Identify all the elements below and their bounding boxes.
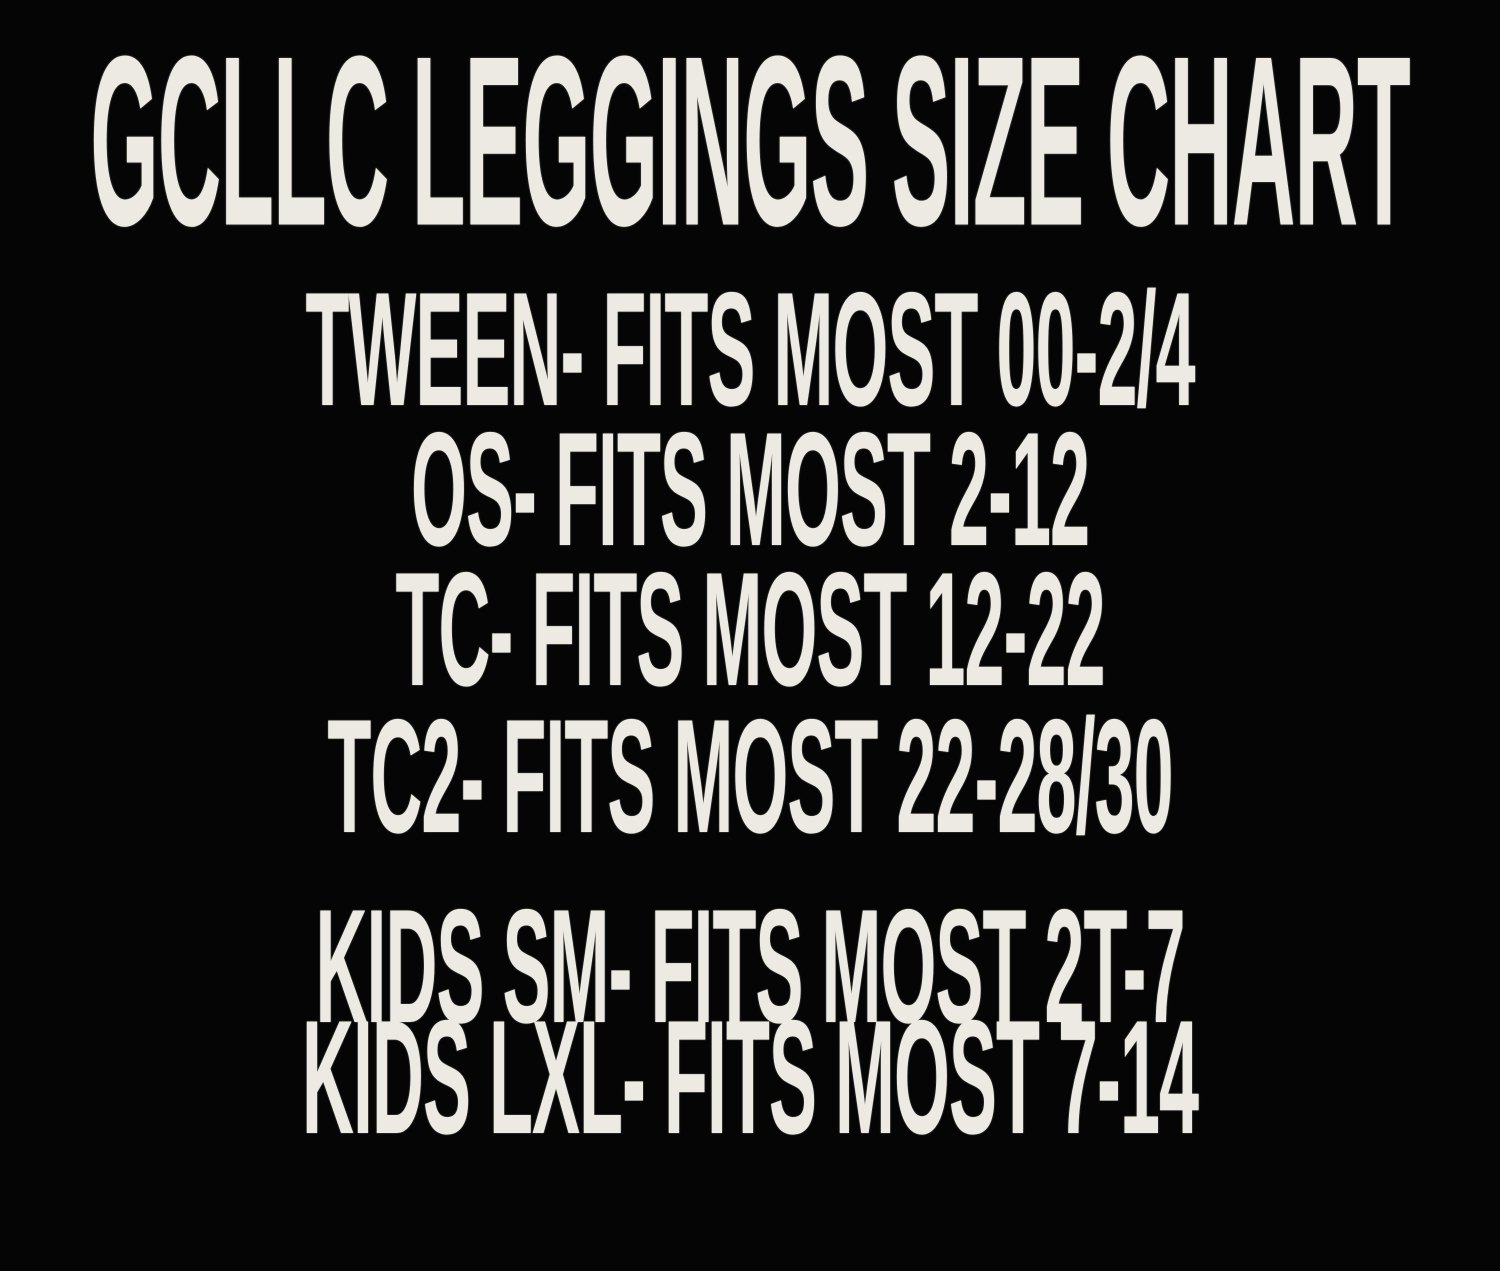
size-row-tc2: TC2- FITS MOST 22-28/30 bbox=[0, 697, 1500, 859]
size-row-kids-lxl: KIDS LXL- FITS MOST 7-14 bbox=[0, 998, 1500, 1160]
poster-title-row: GCLLC LEGGINGS SIZE CHART bbox=[0, 20, 1500, 262]
size-row-kids-sm: KIDS SM- FITS MOST 2T-7 bbox=[0, 887, 1500, 1049]
size-row-text: OS- FITS MOST 2-12 bbox=[410, 401, 1090, 581]
page-title: GCLLC LEGGINGS SIZE CHART bbox=[90, 4, 1410, 277]
size-row-text: TC- FITS MOST 12-22 bbox=[395, 541, 1105, 721]
size-row-tc: TC- FITS MOST 12-22 bbox=[0, 550, 1500, 712]
size-row-text: KIDS LXL- FITS MOST 7-14 bbox=[301, 989, 1199, 1169]
size-row-text: TC2- FITS MOST 22-28/30 bbox=[327, 688, 1173, 868]
size-row-os: OS- FITS MOST 2-12 bbox=[0, 410, 1500, 572]
size-row-text: KIDS SM- FITS MOST 2T-7 bbox=[315, 878, 1185, 1058]
size-row-tween: TWEEN- FITS MOST 00-2/4 bbox=[0, 270, 1500, 432]
size-row-text: TWEEN- FITS MOST 00-2/4 bbox=[305, 261, 1195, 441]
